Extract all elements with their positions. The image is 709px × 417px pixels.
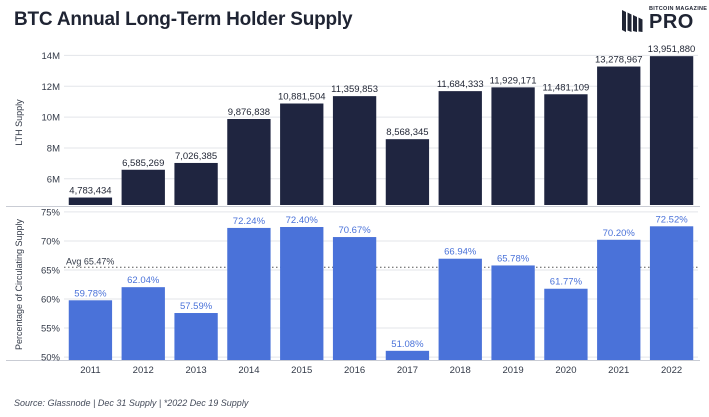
page-title: BTC Annual Long-Term Holder Supply [14,9,353,30]
pct-supply-avg-label: Avg 65.47% [66,256,114,266]
lth-supply-bar [385,139,430,205]
pct-supply-bar [385,350,430,360]
lth-supply-value-label: 13,951,880 [648,44,696,55]
pct-supply-bar [438,258,482,360]
pct-supply-value-label: 51.08% [391,339,424,350]
lth-supply-chart: 6M 8M 10M 12M 14M LTH Supply 4,783,434 6,585,26… [6,44,700,376]
pct-supply-value-label: 57.59% [180,301,213,312]
lth-supply-ytick-label: 10M [42,113,61,124]
lth-supply-bar [438,91,482,205]
pct-supply-value-label: 65.78% [497,253,530,264]
lth-supply-value-label: 13,278,967 [595,55,643,66]
pct-supply-ytick-label: 70% [41,236,61,247]
logo-subtitle: BITCOIN MAGAZINE [649,6,708,12]
lth-supply-value-label: 4,783,434 [69,186,111,197]
x-tick-label: 2021 [608,365,629,376]
x-tick-label: 2015 [291,365,312,376]
source-note: Source: Glassnode | Dec 31 Supply | *202… [14,398,249,408]
pct-supply-bar [649,226,694,360]
pct-supply-bar [491,265,535,360]
pct-supply-bar [227,227,271,360]
pct-supply-value-label: 66.94% [444,247,477,258]
lth-supply-value-label: 9,876,838 [228,107,270,118]
pct-supply-ylabel: Percentage of Circulating Supply [14,218,24,350]
pct-supply-bar [597,239,641,360]
logo-mark-icon [622,10,643,32]
pct-supply-bar [121,287,165,360]
lth-supply-bar [227,119,271,205]
pct-supply-ytick-label: 55% [41,324,61,335]
pct-supply-value-label: 72.40% [286,215,319,226]
lth-supply-ylabel: LTH Supply [14,99,24,146]
x-tick-label: 2012 [133,365,154,376]
pct-supply-ytick-label: 50% [41,353,61,364]
x-tick-label: 2013 [186,365,207,376]
pct-supply-ytick-label: 65% [41,265,61,276]
lth-supply-bar [544,94,588,205]
lth-supply-value-label: 7,026,385 [175,151,217,162]
pct-supply-bar [68,300,113,360]
pct-supply-ytick-label: 60% [41,295,61,306]
lth-supply-bar [649,56,694,205]
x-tick-label: 2018 [450,365,471,376]
pct-supply-value-label: 70.20% [603,228,636,239]
pct-supply-bar [280,227,324,360]
lth-supply-value-label: 10,881,504 [278,92,326,103]
pct-supply-value-label: 61.77% [550,277,583,288]
lth-supply-value-label: 8,568,345 [386,127,428,138]
lth-supply-bar [280,103,324,205]
logo-wordmark: PRO [649,11,694,33]
pct-supply-bar [544,288,588,360]
lth-supply-value-label: 11,684,333 [437,79,484,90]
pct-supply-value-label: 72.24% [233,216,266,227]
lth-supply-bar [332,96,377,205]
x-tick-label: 2020 [555,365,576,376]
lth-supply-value-label: 11,929,171 [490,75,537,86]
x-tick-label: 2014 [238,365,259,376]
logo [622,10,643,32]
lth-supply-bar [174,162,218,205]
x-tick-label: 2022 [661,365,682,376]
lth-supply-ytick-label: 12M [42,82,61,93]
pct-supply-value-label: 59.78% [74,288,107,299]
lth-supply-value-label: 11,359,853 [331,84,378,95]
lth-supply-ytick-label: 14M [42,51,61,62]
x-tick-label: 2016 [344,365,365,376]
x-tick-label: 2011 [80,365,100,376]
lth-supply-bar [68,197,113,205]
pct-supply-ytick-label: 75% [41,207,61,218]
lth-supply-bar [597,66,641,205]
pct-supply-bar [174,313,218,360]
pct-supply-value-label: 62.04% [127,275,160,286]
pct-supply-bar [332,237,377,360]
lth-supply-bar [491,87,535,205]
x-tick-label: 2017 [397,365,418,376]
lth-supply-ytick-label: 6M [47,174,60,185]
x-tick-label: 2019 [503,365,524,376]
pct-supply-value-label: 70.67% [338,225,371,236]
pct-supply-value-label: 72.52% [655,214,688,225]
lth-supply-bar [121,169,165,205]
lth-supply-value-label: 11,481,109 [542,82,589,93]
lth-supply-value-label: 6,585,269 [122,158,164,169]
lth-supply-ytick-label: 8M [47,143,60,154]
